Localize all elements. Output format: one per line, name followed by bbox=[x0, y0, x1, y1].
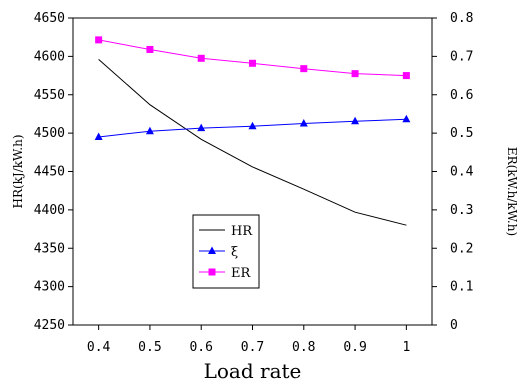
xi-point bbox=[248, 121, 257, 130]
er-point bbox=[249, 59, 256, 67]
legend-swatch-marker bbox=[208, 246, 216, 254]
y-right-tick-label: 0 bbox=[450, 318, 458, 333]
legend-label: ER bbox=[231, 266, 251, 281]
xi-point bbox=[299, 119, 308, 127]
y-right-tick-label: 0.6 bbox=[450, 88, 473, 103]
er-point bbox=[146, 45, 154, 53]
y-right-tick-label: 0.3 bbox=[450, 203, 473, 218]
axes: 4250 4300 4350 4400 4450 4500 4550 4600 4650 0 0.1… bbox=[34, 11, 474, 355]
y-left-tick-label: 4650 bbox=[34, 11, 65, 26]
er-point bbox=[300, 65, 308, 73]
y-left-tick-label: 4500 bbox=[34, 126, 65, 141]
y-right-tick-label: 0.4 bbox=[450, 165, 474, 180]
xi-point bbox=[94, 132, 103, 140]
xi-point bbox=[197, 123, 206, 132]
legend-swatch-marker bbox=[208, 268, 216, 276]
xi-point bbox=[402, 114, 411, 123]
y-left-tick-label: 4250 bbox=[34, 318, 65, 333]
x-tick-label: 0.6 bbox=[189, 340, 212, 355]
xi-point bbox=[351, 116, 360, 125]
y-left-tick-label: 4550 bbox=[34, 88, 65, 103]
series-layer bbox=[94, 36, 411, 226]
xi-point bbox=[145, 126, 154, 135]
y-right-tick-label: 0.7 bbox=[450, 49, 473, 64]
y-right-axis-title: ER(kW.h/kW.h) bbox=[505, 147, 517, 236]
er-point bbox=[95, 36, 103, 44]
y-right-tick-label: 0.5 bbox=[450, 126, 473, 141]
y-left-tick-label: 4400 bbox=[34, 203, 65, 218]
x-tick-label: 0.8 bbox=[292, 340, 315, 355]
y-left-tick-label: 4350 bbox=[34, 241, 65, 256]
x-tick-label: 0.9 bbox=[343, 340, 366, 355]
y-left-tick-label: 4450 bbox=[34, 165, 65, 180]
legend-label: ξ bbox=[231, 245, 238, 260]
y-right-tick-label: 0.2 bbox=[450, 241, 473, 256]
x-tick-label: 1 bbox=[402, 340, 410, 355]
er-point bbox=[197, 54, 205, 62]
er-point bbox=[351, 70, 359, 78]
x-tick-label: 0.4 bbox=[87, 340, 111, 355]
y-right-tick-label: 0.8 bbox=[450, 11, 473, 26]
er-point bbox=[402, 72, 410, 80]
x-tick-label: 0.7 bbox=[241, 340, 264, 355]
y-left-tick-label: 4600 bbox=[34, 49, 65, 64]
y-left-axis-title: HR(kJ/kW.h) bbox=[11, 134, 25, 208]
legend: HR ξ ER bbox=[192, 214, 260, 289]
x-axis-title: Load rate bbox=[204, 359, 302, 383]
legend-label: HR bbox=[231, 224, 253, 239]
y-right-tick-label: 0.1 bbox=[450, 280, 473, 295]
series-line-hr bbox=[98, 59, 407, 226]
series-line-er bbox=[98, 39, 407, 77]
y-left-tick-label: 4300 bbox=[34, 280, 65, 295]
x-tick-label: 0.5 bbox=[138, 340, 161, 355]
